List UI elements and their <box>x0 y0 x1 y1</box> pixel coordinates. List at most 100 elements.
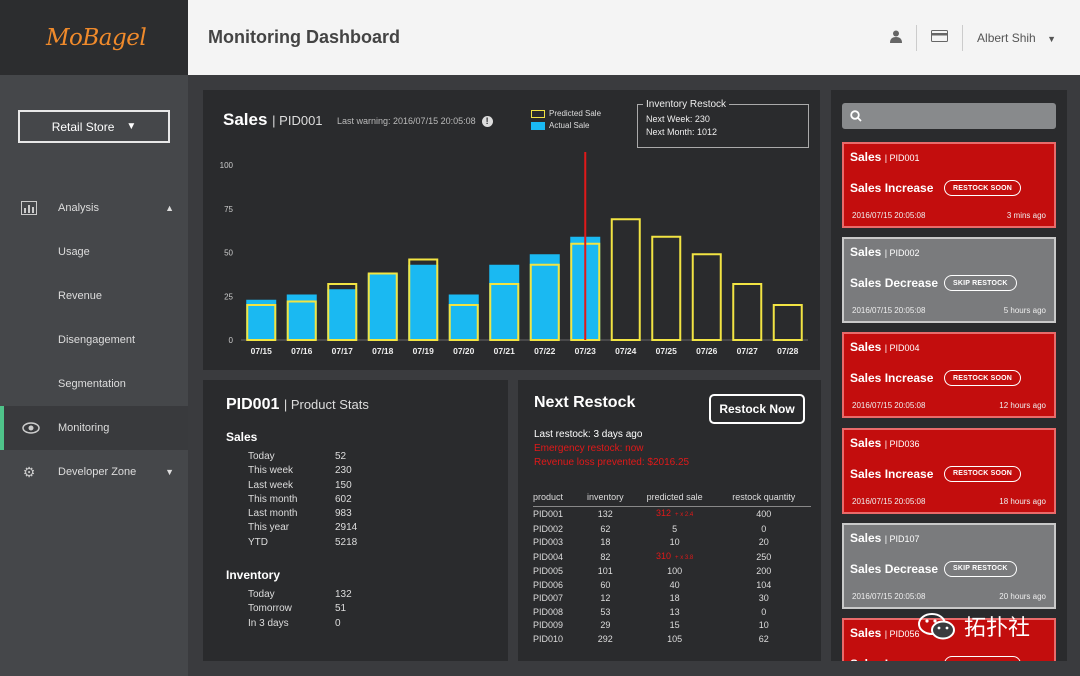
stat-value: 2914 <box>335 522 358 534</box>
mobagel-logo[interactable]: MoBagel <box>0 0 188 75</box>
cell-value: PID003 <box>533 537 564 547</box>
watermark-text: 拓扑社 <box>964 616 1031 641</box>
alert-action-pill[interactable]: SKIP RESTOCK <box>944 275 1017 292</box>
stat-key: Today <box>248 589 275 601</box>
last-warning: Last warning: 2016/07/15 20:05:08! <box>337 116 493 127</box>
table-cell: PID001 <box>533 507 578 523</box>
sidebar-item-analysis[interactable]: Analysis ▲ <box>0 186 188 230</box>
product-stats-panel: PID001 | Product Stats Sales Today 52 This… <box>203 380 508 661</box>
search-input[interactable] <box>842 103 1056 129</box>
alert-title: Sales | PID036 <box>850 435 920 450</box>
cell-value: 18 <box>669 593 680 603</box>
x-tick-label: 07/22 <box>534 346 556 356</box>
stat-key: This year <box>248 522 290 534</box>
last-restock: Last restock: 3 days ago <box>534 429 643 440</box>
alert-timestamp: 2016/07/15 20:05:08 <box>852 211 926 220</box>
sidebar-item-label: Disengagement <box>58 334 136 346</box>
user-name: Albert Shih <box>977 30 1036 45</box>
info-icon[interactable]: ! <box>481 116 493 127</box>
alert-pid: PID056 <box>889 629 920 639</box>
alert-card[interactable]: Sales | PID001 Sales Increase RESTOCK SO… <box>842 142 1056 228</box>
table-cell: PID008 <box>533 606 578 620</box>
alert-pid: PID002 <box>889 248 920 259</box>
alert-card[interactable]: Sales | PID036 Sales Increase RESTOCK SO… <box>842 427 1056 514</box>
alert-card[interactable]: Sales | PID004 Sales Increase RESTOCK SO… <box>842 332 1056 419</box>
alert-card[interactable]: Sales | PID107 Sales Decrease SKIP RESTO… <box>842 522 1056 609</box>
cell-value: PID002 <box>533 523 564 534</box>
table-cell: 100 <box>633 565 717 579</box>
sidebar-item-label: Analysis <box>58 202 99 214</box>
alert-action-pill[interactable]: RESTOCK SOON <box>944 370 1022 387</box>
alert-type: Sales Increase <box>850 181 934 195</box>
divider <box>962 24 964 51</box>
x-tick-label: 07/20 <box>453 346 475 356</box>
alert-title: Sales | PID107 <box>850 530 920 545</box>
x-tick-label: 07/26 <box>696 346 718 356</box>
alert-time-ago: 5 hours ago <box>1003 306 1046 316</box>
actual-bar <box>286 294 317 340</box>
alert-action-pill[interactable]: SKIP RESTOCK <box>944 560 1017 577</box>
alert-timestamp: 2016/07/15 20:05:08 <box>852 591 926 601</box>
stat-value: 602 <box>335 493 352 505</box>
alert-title: Sales | PID004 <box>850 340 920 355</box>
alert-action-pill[interactable]: RESTOCK SOON <box>944 180 1022 196</box>
cell-value: 0 <box>761 606 767 617</box>
alert-type: Sales Increase <box>850 466 934 481</box>
user-icon[interactable] <box>890 30 903 46</box>
table-cell: 310 + x 3.8 <box>633 550 717 566</box>
sidebar-item-segmentation[interactable]: Segmentation <box>0 362 188 406</box>
alert-card[interactable]: Sales | PID002 Sales Decrease SKIP RESTO… <box>842 237 1056 324</box>
user-menu[interactable]: Albert Shih ▼ <box>977 31 1056 45</box>
stat-row: This month 602 <box>226 493 485 507</box>
stat-value: 51 <box>335 603 347 615</box>
restock-now-button[interactable]: Restock Now <box>709 394 805 424</box>
table-row: PID004 82 310 + x 3.8 250 <box>533 550 811 566</box>
sidebar-item-monitoring[interactable]: Monitoring <box>0 406 188 450</box>
cell-value: 30 <box>758 593 769 603</box>
x-tick-label: 07/19 <box>413 346 435 356</box>
store-select[interactable]: Retail Store ▼ <box>18 110 170 143</box>
predicted-bar <box>489 283 520 341</box>
emergency-restock: Emergency restock: now <box>534 443 644 454</box>
table-cell: 62 <box>717 633 811 647</box>
stat-row: In 3 days 0 <box>226 617 485 631</box>
actual-bar <box>570 236 601 340</box>
credit-card-icon[interactable] <box>931 30 949 45</box>
sidebar-item-revenue[interactable]: Revenue <box>0 274 188 318</box>
flag-text: + x 2.4 <box>675 512 694 518</box>
x-tick-label: 07/28 <box>777 346 799 356</box>
alert-pid: PID107 <box>889 533 920 544</box>
table-cell: PID006 <box>533 579 578 593</box>
sidebar-item-label: Monitoring <box>58 422 110 434</box>
sales-label: Sales <box>223 110 268 129</box>
predicted-bar <box>570 242 601 341</box>
alert-type: Sales Decrease <box>850 561 939 576</box>
sidebar-item-usage[interactable]: Usage <box>0 230 188 274</box>
sidebar-item-developer-zone[interactable]: ⚙ Developer Zone ▼ <box>0 450 188 494</box>
table-header-cell: predicted sale <box>632 492 717 507</box>
caret-down-icon: ▼ <box>1047 33 1056 44</box>
sidebar-item-label: Developer Zone <box>58 466 137 478</box>
table-row: PID005 101 100 200 <box>533 565 811 579</box>
table-row: PID008 53 13 0 <box>533 606 811 620</box>
sidebar-item-disengagement[interactable]: Disengagement <box>0 318 188 362</box>
predicted-bar <box>610 218 641 341</box>
alert-time-ago: 3 mins ago <box>1006 211 1046 220</box>
stats-sales-heading: Sales <box>226 430 258 444</box>
alert-action-pill[interactable]: RESTOCK SOON <box>944 656 1022 661</box>
table-cell: PID002 <box>533 523 578 537</box>
alert-timestamp: 2016/07/15 20:05:08 <box>852 306 926 316</box>
alert-metric: Sales <box>850 340 882 355</box>
alert-action-pill[interactable]: RESTOCK SOON <box>944 465 1022 482</box>
alert-type: Sales Increase <box>850 371 934 386</box>
page-title: Monitoring Dashboard <box>208 27 400 47</box>
table-cell: 29 <box>578 619 633 633</box>
table-cell: 104 <box>717 579 811 593</box>
restock-table-header: product inventory predicted sale restock qu… <box>533 492 811 507</box>
table-cell: 13 <box>633 606 717 620</box>
table-cell: 200 <box>717 565 811 579</box>
actual-bar <box>327 289 358 340</box>
cell-value: 250 <box>756 551 772 562</box>
alert-metric: Sales <box>850 245 882 260</box>
actual-bar <box>489 264 520 340</box>
